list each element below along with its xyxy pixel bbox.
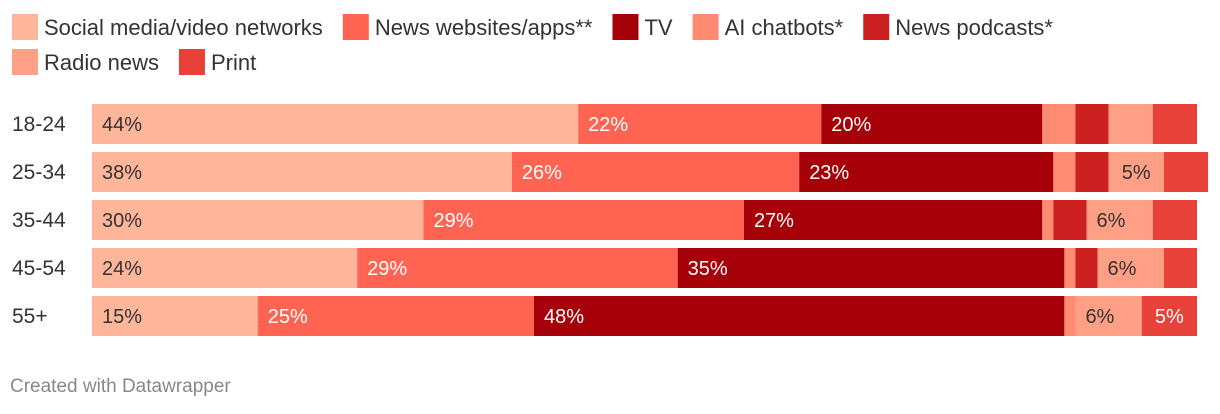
bar-value-label: 6% <box>1085 306 1114 328</box>
legend-swatch <box>12 14 38 40</box>
bar-segment-ai-chatbots <box>1042 200 1054 240</box>
bar-value-label: 48% <box>544 306 584 328</box>
bar-segment-social-media-video-networks <box>92 248 358 288</box>
legend-swatch <box>692 14 719 40</box>
bar-segment-social-media-video-networks <box>92 200 424 240</box>
bar-segment-social-media-video-networks <box>92 152 512 192</box>
bar-value-label: 27% <box>754 210 794 232</box>
legend-item-social-media-video-networks: Social media/video networks <box>12 14 323 40</box>
row-25-34: 25-34 38% 26% 23% 5% <box>12 152 1209 192</box>
bar-segment-news-websites-apps <box>357 248 678 288</box>
bar-value-label: 30% <box>102 210 142 232</box>
bar-value-label: 38% <box>102 162 142 184</box>
bar-segment-radio-news <box>1108 152 1164 192</box>
bar-segment-tv <box>743 200 1043 240</box>
bar-value-label: 29% <box>367 258 407 280</box>
bar-value-label: 5% <box>1122 162 1151 184</box>
bar-value-label: 35% <box>688 258 728 280</box>
legend-label: AI chatbots* <box>725 15 844 40</box>
bar-segment-print <box>1163 152 1209 192</box>
legend-item-ai-chatbots: AI chatbots* <box>692 14 844 40</box>
bar-value-label: 44% <box>102 114 142 136</box>
bar-segment-print <box>1141 296 1197 336</box>
bar-segment-news-podcasts <box>1075 152 1109 192</box>
legend: Social media/video networks News websites… <box>12 14 1053 75</box>
bar-value-label: 6% <box>1097 210 1126 232</box>
bar-value-label: 24% <box>102 258 142 280</box>
row-35-44: 35-44 30% 29% 27% 6% <box>12 200 1197 240</box>
legend-item-radio-news: Radio news <box>12 49 159 75</box>
legend-label: News websites/apps** <box>375 15 593 40</box>
row-label: 45-54 <box>12 257 66 280</box>
bar-segment-ai-chatbots <box>1064 248 1076 288</box>
legend-swatch <box>612 14 639 40</box>
legend-label: Print <box>211 50 256 75</box>
legend-label: News podcasts* <box>895 15 1053 40</box>
row-55: 55+ 15% 25% 48% 6% 5% <box>12 296 1197 336</box>
chart-rows: 18-24 44% 22% 20% 25-34 38% 26% 23% 5% 35-44 30% 29… <box>12 104 1209 336</box>
row-label: 18-24 <box>12 113 66 136</box>
legend-item-print: Print <box>178 49 256 75</box>
row-label: 35-44 <box>12 209 66 232</box>
bar-value-label: 20% <box>831 114 871 136</box>
bar-segment-tv <box>821 104 1043 144</box>
stacked-bar-chart: Social media/video networks News websites… <box>12 14 1209 336</box>
bar-segment-print <box>1152 104 1197 144</box>
legend-label: Radio news <box>44 50 159 75</box>
bar-value-label: 5% <box>1155 306 1184 328</box>
row-label: 25-34 <box>12 161 66 184</box>
bar-segment-social-media-video-networks <box>92 296 258 336</box>
bar-segment-ai-chatbots <box>1053 152 1076 192</box>
bar-value-label: 22% <box>588 114 628 136</box>
bar-segment-radio-news <box>1075 296 1142 336</box>
legend-item-tv: TV <box>612 14 673 40</box>
bar-segment-news-websites-apps <box>511 152 800 192</box>
bar-value-label: 29% <box>434 210 474 232</box>
credit-text: Created with Datawrapper <box>10 376 231 397</box>
row-18-24: 18-24 44% 22% 20% <box>12 104 1197 144</box>
bar-segment-radio-news <box>1097 248 1164 288</box>
row-45-54: 45-54 24% 29% 35% 6% <box>12 248 1197 288</box>
legend-label: Social media/video networks <box>44 15 323 40</box>
row-label: 55+ <box>12 305 48 328</box>
bar-segment-tv <box>677 248 1065 288</box>
bar-segment-news-podcasts <box>1075 104 1109 144</box>
bar-segment-tv <box>799 152 1054 192</box>
legend-item-news-websites-apps: News websites/apps** <box>342 14 593 40</box>
bar-value-label: 6% <box>1108 258 1137 280</box>
bar-segment-social-media-video-networks <box>92 104 579 144</box>
legend-swatch <box>342 14 369 40</box>
bar-segment-tv <box>534 296 1065 336</box>
legend-item-news-podcasts: News podcasts* <box>863 14 1053 40</box>
bar-segment-news-websites-apps <box>423 200 744 240</box>
bar-value-label: 23% <box>809 162 849 184</box>
legend-swatch <box>178 49 205 75</box>
bar-segment-print <box>1163 248 1197 288</box>
bar-segment-ai-chatbots <box>1064 296 1076 336</box>
legend-swatch <box>863 14 890 40</box>
legend-swatch <box>12 49 38 75</box>
bar-segment-print <box>1152 200 1197 240</box>
bar-value-label: 25% <box>268 306 308 328</box>
bar-segment-ai-chatbots <box>1042 104 1076 144</box>
bar-value-label: 26% <box>522 162 562 184</box>
legend-label: TV <box>644 15 672 40</box>
bar-segment-news-websites-apps <box>578 104 822 144</box>
bar-value-label: 15% <box>102 306 142 328</box>
bar-segment-news-websites-apps <box>257 296 534 336</box>
bar-segment-news-podcasts <box>1053 200 1087 240</box>
bar-segment-news-podcasts <box>1075 248 1098 288</box>
bar-segment-radio-news <box>1086 200 1153 240</box>
bar-segment-radio-news <box>1108 104 1153 144</box>
